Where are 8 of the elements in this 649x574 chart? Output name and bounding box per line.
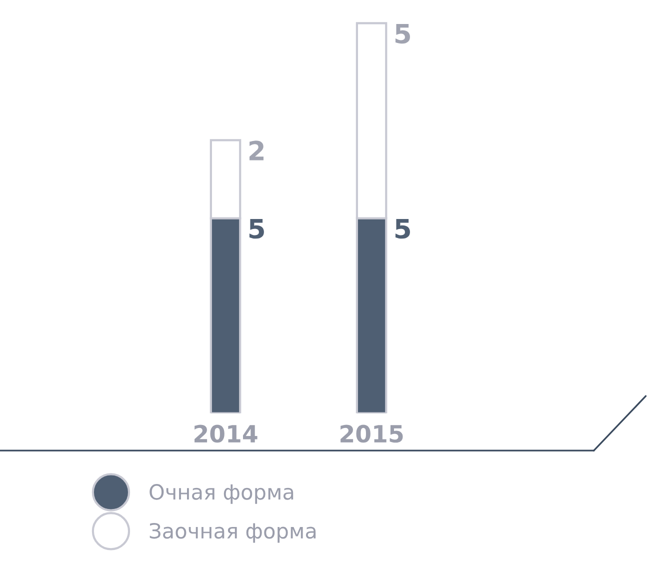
legend-label: Очная форма	[150, 484, 294, 504]
legend-label: Заочная форма	[150, 522, 316, 543]
data-label: 5	[395, 219, 410, 239]
data-label: 5	[249, 219, 264, 239]
data-label: 5	[395, 24, 410, 44]
x-tick-label: 2015	[340, 424, 403, 443]
x-tick-label: 2014	[194, 424, 258, 443]
data-label: 2	[250, 140, 264, 160]
